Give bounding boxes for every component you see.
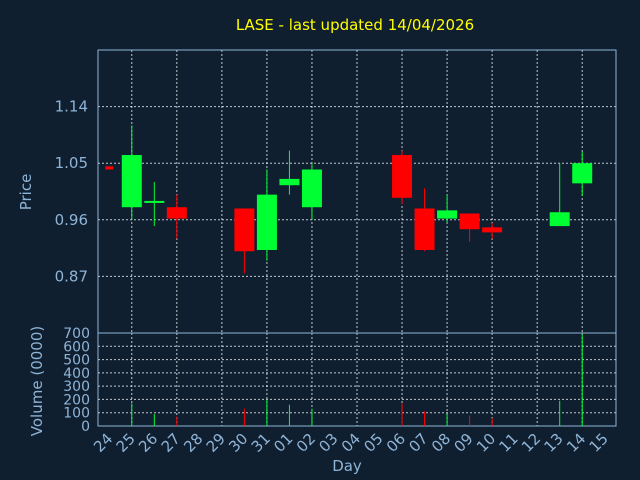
volume-axis-label: Volume (0000)	[28, 326, 46, 436]
candle-body	[121, 155, 142, 208]
candle-body	[459, 213, 480, 230]
volume-tick-label: 300	[63, 379, 90, 395]
candle-body	[437, 210, 458, 219]
price-gridlines	[98, 50, 616, 333]
volume-plot-frame	[97, 332, 617, 427]
candle-body	[301, 169, 322, 208]
volume-tick-label: 700	[63, 326, 90, 342]
price-tick-label: 1.14	[55, 98, 88, 116]
candle-body	[482, 227, 503, 233]
candle-body	[144, 200, 165, 203]
volume-bars	[131, 334, 583, 426]
volume-tick-label: 600	[63, 339, 90, 355]
day-tick-label: 15	[586, 430, 612, 456]
price-tick-label: 0.96	[55, 211, 88, 229]
price-axis-label: Price	[17, 174, 35, 211]
volume-tick-label: 200	[63, 392, 90, 408]
candle-body	[392, 155, 413, 198]
price-tick-label: 1.05	[55, 154, 88, 172]
volume-tick-label: 100	[63, 406, 90, 422]
volume-gridlines	[98, 333, 616, 426]
volume-tick-label: 0	[81, 419, 90, 435]
candle-body	[279, 178, 300, 186]
day-axis-label: Day	[332, 457, 362, 475]
candle-body	[549, 212, 570, 227]
volume-tick-label: 500	[63, 353, 90, 369]
candle-body	[105, 166, 114, 170]
chart-title: LASE - last updated 14/04/2026	[236, 16, 474, 34]
candle-body	[234, 208, 255, 252]
candle-body	[414, 208, 435, 250]
volume-tick-label: 400	[63, 366, 90, 382]
price-tick-label: 0.87	[55, 267, 88, 285]
price-axis-ticks: 1.14 1.05 0.96 0.87	[55, 98, 88, 286]
candle-body	[572, 163, 593, 184]
candle-body	[256, 194, 277, 250]
candle-body	[166, 207, 187, 219]
day-axis-ticks: 2425262728293031010203040506070809101112…	[90, 430, 612, 456]
candles	[105, 125, 593, 274]
